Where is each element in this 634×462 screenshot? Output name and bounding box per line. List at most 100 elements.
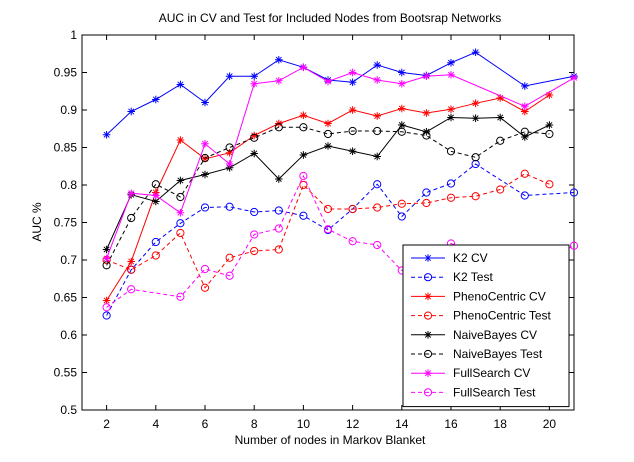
y-tick-label: 0.6 xyxy=(60,328,77,342)
data-point-phenocentric-test xyxy=(446,193,456,202)
data-point-naivebayes-cv xyxy=(373,152,381,161)
y-tick-label: 0.7 xyxy=(60,253,77,267)
data-point-fullsearch-cv xyxy=(299,63,308,72)
data-point-k2-test xyxy=(299,211,308,220)
data-point-fullsearch-cv xyxy=(373,76,381,84)
data-point-phenocentric-test xyxy=(545,180,554,189)
data-point-fullsearch-cv xyxy=(422,72,431,81)
data-point-phenocentric-cv xyxy=(127,257,135,266)
data-point-k2-cv xyxy=(521,82,529,90)
legend-label: NaiveBayes CV xyxy=(453,328,537,342)
data-point-phenocentric-test xyxy=(496,185,505,194)
data-point-fullsearch-cv xyxy=(348,68,357,77)
y-tick-label: 0.5 xyxy=(60,403,77,417)
x-tick-label: 8 xyxy=(251,417,258,431)
legend-marker xyxy=(424,369,432,377)
data-point-k2-test xyxy=(422,188,431,197)
data-point-phenocentric-test xyxy=(127,265,136,274)
data-point-k2-cv xyxy=(348,78,357,87)
data-point-naivebayes-test xyxy=(496,136,505,145)
legend-label: K2 CV xyxy=(453,251,488,265)
data-point-naivebayes-cv xyxy=(201,170,209,179)
y-axis-label: AUC % xyxy=(30,202,44,242)
data-point-phenocentric-test xyxy=(225,253,234,262)
legend-marker xyxy=(423,388,433,397)
y-tick-label: 0.9 xyxy=(60,103,77,117)
data-point-k2-cv xyxy=(275,55,283,64)
data-point-phenocentric-cv xyxy=(447,105,455,114)
data-point-naivebayes-cv xyxy=(545,121,554,129)
data-point-phenocentric-cv xyxy=(348,106,357,114)
data-point-naivebayes-test xyxy=(127,213,136,223)
data-point-k2-test xyxy=(151,237,160,247)
x-tick-label: 14 xyxy=(395,417,409,431)
data-point-fullsearch-cv xyxy=(275,76,283,85)
series-naivebayes-cv xyxy=(102,113,554,254)
legend-marker xyxy=(424,292,432,301)
y-tick-label: 0.65 xyxy=(54,291,78,305)
data-point-fullsearch-cv xyxy=(225,160,234,168)
data-point-naivebayes-test xyxy=(397,127,406,136)
data-point-k2-cv xyxy=(225,72,234,81)
x-tick-label: 6 xyxy=(202,417,209,431)
data-point-naivebayes-test xyxy=(176,192,185,202)
data-point-phenocentric-test xyxy=(397,199,406,208)
data-point-k2-cv xyxy=(373,61,381,69)
data-point-fullsearch-test xyxy=(250,230,259,239)
data-point-phenocentric-test xyxy=(471,192,480,201)
data-point-fullsearch-test xyxy=(176,292,185,301)
data-point-k2-cv xyxy=(201,98,209,107)
y-tick-label: 0.8 xyxy=(60,178,77,192)
legend-entry-k2-test: K2 Test xyxy=(411,270,493,284)
data-point-k2-cv xyxy=(471,48,480,57)
data-point-k2-test xyxy=(225,202,234,211)
legend-label: PhenoCentric Test xyxy=(453,309,552,323)
x-tick-label: 2 xyxy=(103,417,110,431)
legend-marker xyxy=(423,311,433,320)
data-point-naivebayes-cv xyxy=(496,113,504,122)
data-point-k2-test xyxy=(520,191,529,200)
data-point-phenocentric-cv xyxy=(373,112,381,120)
data-point-fullsearch-cv xyxy=(398,79,406,88)
data-point-phenocentric-cv xyxy=(299,111,308,120)
data-point-fullsearch-test xyxy=(323,225,333,234)
data-point-phenocentric-test xyxy=(151,251,160,260)
series-line-k2-test xyxy=(106,163,575,316)
legend-entry-phenocentric-test: PhenoCentric Test xyxy=(411,309,552,323)
data-point-naivebayes-test xyxy=(545,129,554,139)
data-point-k2-test xyxy=(274,206,283,215)
data-point-naivebayes-test xyxy=(299,123,308,132)
y-tick-label: 0.85 xyxy=(54,141,78,155)
legend-box xyxy=(402,244,570,408)
data-point-k2-test xyxy=(397,212,406,221)
data-point-phenocentric-test xyxy=(200,283,210,292)
series-k2-test xyxy=(102,159,579,320)
data-point-fullsearch-cv xyxy=(201,139,209,148)
data-point-k2-cv xyxy=(176,80,185,89)
data-point-phenocentric-test xyxy=(274,245,283,254)
data-point-naivebayes-cv xyxy=(176,176,185,185)
series-line-k2-cv xyxy=(106,51,575,136)
data-point-fullsearch-cv xyxy=(127,189,135,198)
data-point-phenocentric-cv xyxy=(398,104,406,113)
data-point-fullsearch-test xyxy=(102,303,111,312)
data-point-fullsearch-cv xyxy=(250,79,258,88)
legend-marker xyxy=(423,273,433,282)
data-point-k2-cv xyxy=(398,68,406,77)
data-point-k2-test xyxy=(176,219,185,228)
legend-label: FullSearch Test xyxy=(453,385,536,399)
legend-entry-fullsearch-cv: FullSearch CV xyxy=(411,366,530,380)
data-point-phenocentric-cv xyxy=(102,296,111,305)
data-point-naivebayes-cv xyxy=(299,151,308,159)
data-point-fullsearch-cv xyxy=(521,102,529,111)
data-point-naivebayes-cv xyxy=(152,197,160,206)
legend-entry-naivebayes-cv: NaiveBayes CV xyxy=(411,328,537,342)
data-point-naivebayes-cv xyxy=(324,142,332,150)
data-point-naivebayes-test xyxy=(348,126,357,136)
data-point-phenocentric-test xyxy=(348,204,357,214)
y-tick-label: 0.95 xyxy=(54,66,78,80)
legend-marker xyxy=(423,349,433,359)
data-point-phenocentric-test xyxy=(250,246,259,256)
data-point-naivebayes-test xyxy=(200,153,210,163)
